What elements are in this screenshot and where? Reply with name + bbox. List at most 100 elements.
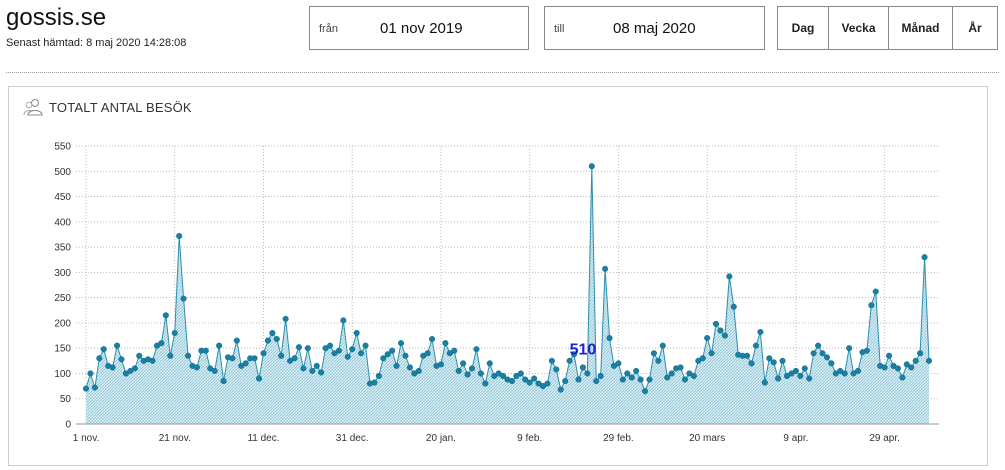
data-point bbox=[415, 367, 422, 374]
data-point bbox=[82, 385, 90, 392]
y-tick-label: 450 bbox=[54, 192, 71, 203]
data-point bbox=[708, 350, 715, 357]
data-point bbox=[894, 365, 901, 372]
data-point bbox=[593, 377, 600, 385]
area-fill bbox=[86, 166, 929, 424]
header-divider bbox=[6, 72, 999, 73]
x-tick-label: 20 jan. bbox=[426, 433, 456, 444]
data-point bbox=[562, 377, 569, 385]
data-point bbox=[823, 354, 831, 361]
data-point bbox=[641, 388, 649, 395]
data-point bbox=[744, 352, 751, 359]
period-week-button[interactable]: Vecka bbox=[829, 7, 889, 49]
y-tick-label: 550 bbox=[54, 142, 71, 153]
data-point bbox=[690, 372, 697, 380]
data-point bbox=[615, 360, 622, 367]
x-tick-label: 1 nov. bbox=[73, 433, 100, 444]
data-point bbox=[903, 361, 910, 368]
data-point bbox=[917, 350, 924, 357]
data-point bbox=[424, 350, 431, 357]
data-point bbox=[229, 355, 236, 362]
data-point bbox=[881, 364, 888, 371]
data-point bbox=[429, 336, 436, 343]
x-tick-label: 9 apr. bbox=[783, 433, 808, 444]
period-year-button[interactable]: År bbox=[968, 21, 982, 35]
data-point bbox=[619, 376, 626, 383]
data-point bbox=[273, 336, 280, 343]
data-point bbox=[131, 365, 138, 372]
data-point bbox=[397, 340, 405, 347]
data-point bbox=[255, 375, 263, 382]
period-month-button[interactable]: Månad bbox=[889, 7, 953, 49]
data-point bbox=[566, 357, 573, 364]
y-tick-label: 50 bbox=[60, 394, 72, 405]
data-point bbox=[477, 370, 484, 377]
data-point bbox=[553, 366, 560, 373]
data-point bbox=[251, 355, 258, 362]
data-point bbox=[371, 379, 378, 386]
data-point bbox=[193, 364, 200, 371]
data-point bbox=[216, 342, 223, 349]
data-point bbox=[597, 372, 604, 380]
data-point bbox=[220, 377, 227, 385]
data-point bbox=[185, 352, 192, 359]
data-point bbox=[500, 372, 507, 380]
data-point bbox=[757, 328, 764, 336]
panel-header: TOTALT ANTAL BESÖK bbox=[23, 98, 192, 116]
data-point bbox=[375, 372, 382, 380]
x-tick-label: 31 dec. bbox=[336, 433, 369, 444]
data-point bbox=[668, 370, 675, 377]
data-point bbox=[100, 346, 107, 353]
data-point bbox=[681, 376, 689, 383]
data-point bbox=[810, 350, 817, 357]
data-point bbox=[704, 335, 711, 342]
data-point bbox=[508, 377, 515, 385]
data-point bbox=[473, 346, 480, 353]
data-point bbox=[863, 347, 870, 354]
y-tick-label: 200 bbox=[54, 318, 71, 329]
data-point bbox=[176, 232, 183, 240]
data-point bbox=[269, 329, 276, 337]
data-point bbox=[460, 360, 467, 367]
data-point bbox=[136, 352, 143, 359]
data-point bbox=[602, 265, 609, 272]
x-tick-label: 21 nov. bbox=[159, 433, 191, 444]
data-point bbox=[912, 357, 919, 364]
data-point bbox=[557, 386, 564, 393]
data-point bbox=[748, 360, 755, 367]
last-fetched-text: Senast hämtad: 8 maj 2020 14:28:08 bbox=[6, 37, 187, 49]
data-point bbox=[451, 347, 458, 354]
data-point bbox=[726, 273, 733, 280]
data-point bbox=[455, 367, 462, 374]
data-point bbox=[797, 372, 804, 380]
from-date-picker[interactable]: från 01 nov 2019 bbox=[309, 6, 529, 50]
data-point bbox=[264, 337, 271, 344]
data-point bbox=[358, 350, 365, 357]
data-point bbox=[309, 367, 316, 374]
data-point bbox=[775, 375, 782, 382]
data-point bbox=[659, 342, 666, 349]
data-point bbox=[282, 315, 289, 322]
data-point bbox=[886, 352, 893, 359]
period-day-button[interactable]: Dag bbox=[778, 7, 829, 49]
data-point bbox=[211, 367, 218, 374]
data-point bbox=[180, 295, 187, 302]
data-point bbox=[841, 370, 848, 377]
data-point bbox=[792, 367, 799, 374]
data-point bbox=[402, 352, 409, 359]
data-point bbox=[437, 361, 445, 368]
data-point bbox=[340, 317, 347, 324]
data-point bbox=[482, 380, 489, 387]
data-point bbox=[531, 375, 538, 382]
data-point bbox=[584, 370, 591, 377]
data-point bbox=[313, 362, 320, 369]
site-title: gossis.se bbox=[6, 4, 107, 31]
data-point bbox=[91, 384, 98, 391]
data-point bbox=[806, 375, 813, 382]
data-point bbox=[167, 352, 174, 359]
to-date-picker[interactable]: till 08 maj 2020 bbox=[544, 6, 765, 50]
y-tick-label: 0 bbox=[65, 420, 71, 431]
series-line bbox=[85, 166, 930, 393]
data-point bbox=[624, 370, 631, 377]
data-point bbox=[766, 355, 773, 362]
